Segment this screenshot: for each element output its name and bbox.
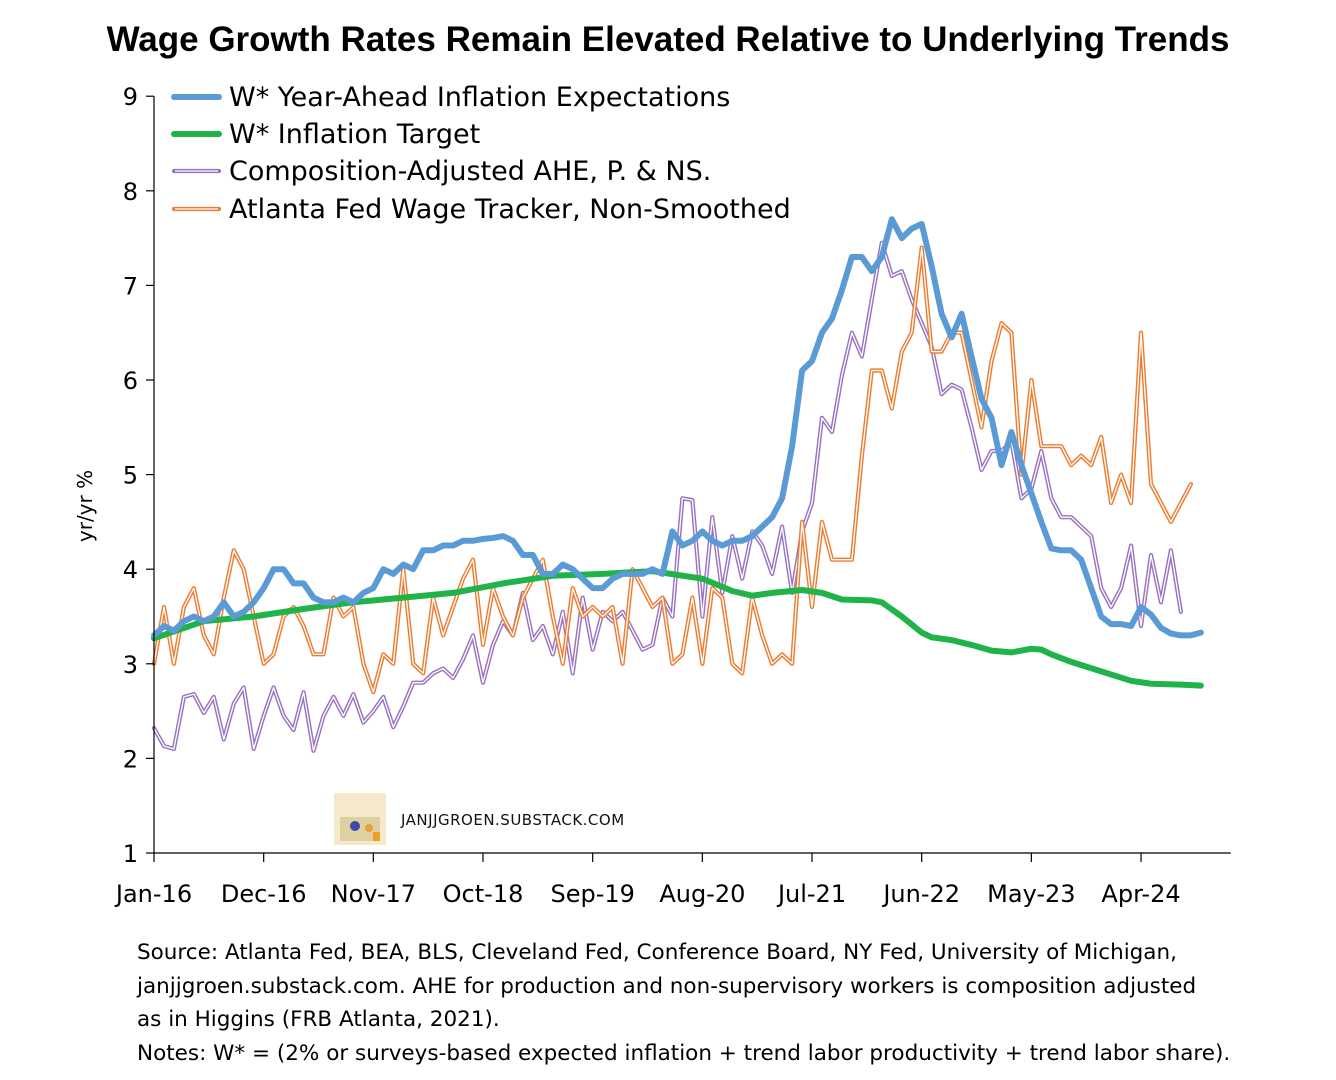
series-line-inner-composition-adjusted-ahe-p-ns [153, 242, 1182, 752]
x-tick-label: Apr-24 [1101, 880, 1180, 908]
axes: 1 2 3 4 5 6 7 8 9 Jan-16 Dec-16 Nov-17 Oct-18 Sep-19 A… [114, 83, 1231, 908]
series-line-w-year-ahead-inflation-expectations [151, 216, 1204, 639]
series-line-w-inflation-target [151, 568, 1204, 689]
source-line: janjjgroen.substack.com. AHE for product… [137, 973, 1197, 999]
y-tick-label: 1 [123, 840, 138, 868]
macro-market-notes-logo [334, 793, 386, 845]
legend-label-atlanta-fed-wage-tracker-non-smoothed: Atlanta Fed Wage Tracker, Non-Smoothed [229, 194, 791, 225]
series-layer [151, 216, 1204, 753]
series-line-inner-atlanta-fed-wage-tracker-non-smoothed [153, 246, 1192, 693]
x-tick-label: Nov-17 [331, 880, 416, 908]
y-tick-label: 7 [123, 272, 138, 300]
watermark-text: JANJJGROEN.SUBSTACK.COM [400, 811, 625, 829]
y-tick-label: 8 [123, 178, 138, 206]
x-tick-label: Jul-21 [776, 880, 846, 908]
x-tick-label: Aug-20 [659, 880, 745, 908]
x-tick-label: Dec-16 [221, 880, 307, 908]
series-line-composition-adjusted-ahe-p-ns [151, 240, 1183, 753]
source-line: Source: Atlanta Fed, BEA, BLS, Cleveland… [137, 940, 1177, 965]
x-tick-label: Oct-18 [443, 880, 524, 908]
y-tick-label: 2 [123, 745, 138, 773]
y-axis-label: yr/yr % [73, 470, 97, 542]
y-tick-label: 4 [123, 556, 138, 584]
legend-label-w-inflation-target: W* Inflation Target [229, 119, 480, 150]
legend: W* Year-Ahead Inflation Expectations W* I… [171, 82, 791, 225]
y-tick-label: 6 [123, 367, 138, 395]
chart-title: Wage Growth Rates Remain Elevated Relati… [106, 20, 1230, 59]
notes-line: Notes: W* = (2% or surveys-based expecte… [137, 1040, 1231, 1066]
x-tick-label: Jan-16 [114, 880, 192, 908]
legend-label-composition-adjusted-ahe-p-ns: Composition-Adjusted AHE, P. & NS. [229, 156, 711, 187]
source-line: as in Higgins (FRB Atlanta, 2021). [137, 1007, 500, 1032]
y-tick-label: 9 [123, 83, 138, 111]
y-tick-label: 5 [123, 462, 138, 490]
watermark: JANJJGROEN.SUBSTACK.COM [334, 793, 625, 845]
legend-label-w-year-ahead-inflation-expectations: W* Year-Ahead Inflation Expectations [229, 82, 730, 113]
x-tick-label: Jun-22 [881, 880, 960, 908]
source-notes: Source: Atlanta Fed, BEA, BLS, Cleveland… [137, 936, 1317, 1070]
x-tick-label: Sep-19 [550, 880, 634, 908]
y-tick-label: 3 [123, 651, 138, 679]
x-tick-label: May-23 [987, 880, 1075, 908]
